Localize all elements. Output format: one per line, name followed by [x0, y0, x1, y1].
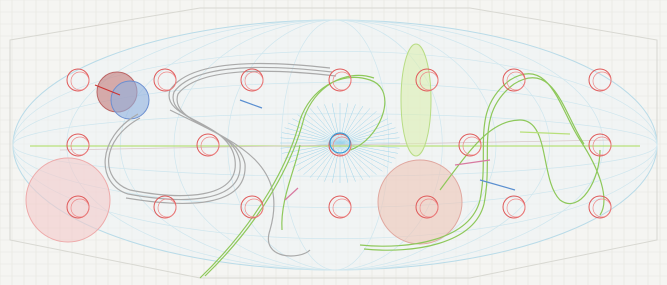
- small-blue-sphere: [111, 81, 149, 119]
- scene: [0, 0, 667, 285]
- page: 3D wireframe scene {} html, body { margi…: [0, 0, 667, 285]
- body: (() => { JSON.parse(document.getElementB…: [0, 0, 667, 285]
- green-spindle: [401, 44, 431, 156]
- red-sphere: [378, 160, 462, 244]
- red-sphere: [26, 158, 110, 242]
